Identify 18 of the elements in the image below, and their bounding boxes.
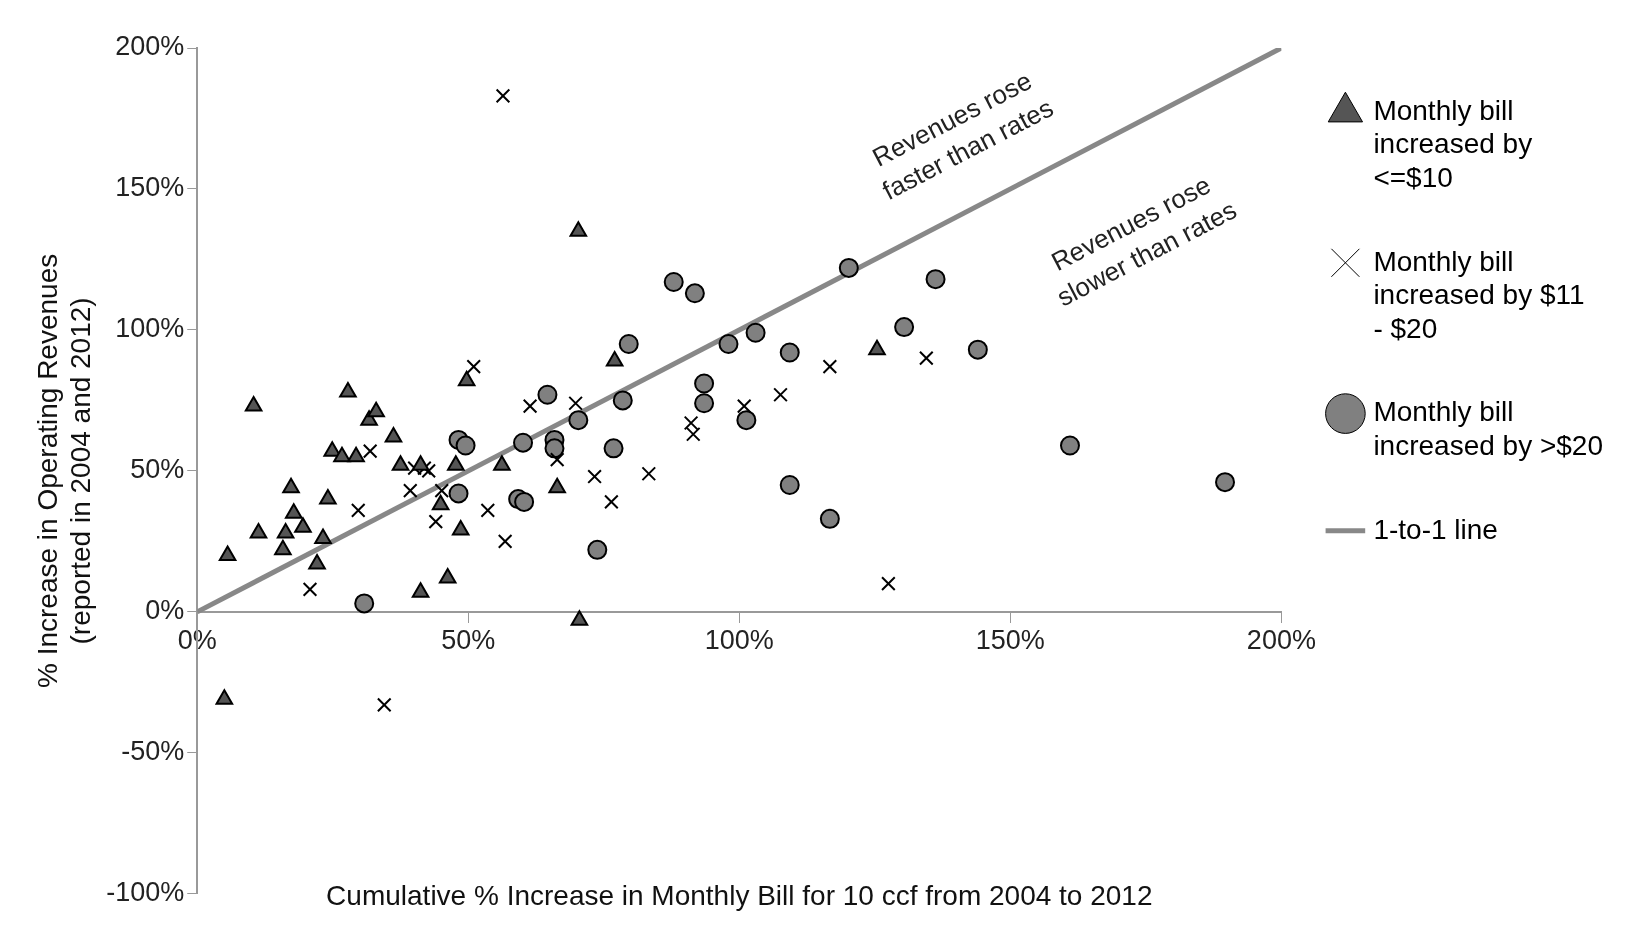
y-axis-title: % Increase in Operating Revenues (reported in 2004 and 2012): [31, 253, 97, 689]
x-tick-label: 200%: [1246, 624, 1316, 655]
y-tick-label: 0%: [145, 595, 185, 626]
y-tick-label: -100%: [106, 877, 185, 908]
x-tick-label: 0%: [177, 624, 217, 655]
x-tick-label: 100%: [704, 624, 774, 655]
legend-label: 1-to-1 line: [1373, 513, 1498, 545]
legend-label: Monthly bill increased by >$20: [1373, 396, 1603, 461]
x-tick-label: 50%: [441, 624, 496, 655]
y-tick-label: -50%: [121, 736, 185, 767]
y-tick-label: 50%: [130, 454, 185, 485]
legend-label: Monthly bill increased by <=$10: [1373, 94, 1533, 193]
y-tick-label: 200%: [115, 31, 185, 62]
x-axis-title: Cumulative % Increase in Monthly Bill for 10 ccf from 2004 to 2012: [326, 879, 1153, 911]
x-tick-label: 150%: [975, 624, 1045, 655]
legend-label: Monthly bill increased by $11 - $20: [1373, 245, 1585, 344]
y-tick-label: 150%: [115, 172, 185, 203]
y-tick-label: 100%: [115, 313, 185, 344]
